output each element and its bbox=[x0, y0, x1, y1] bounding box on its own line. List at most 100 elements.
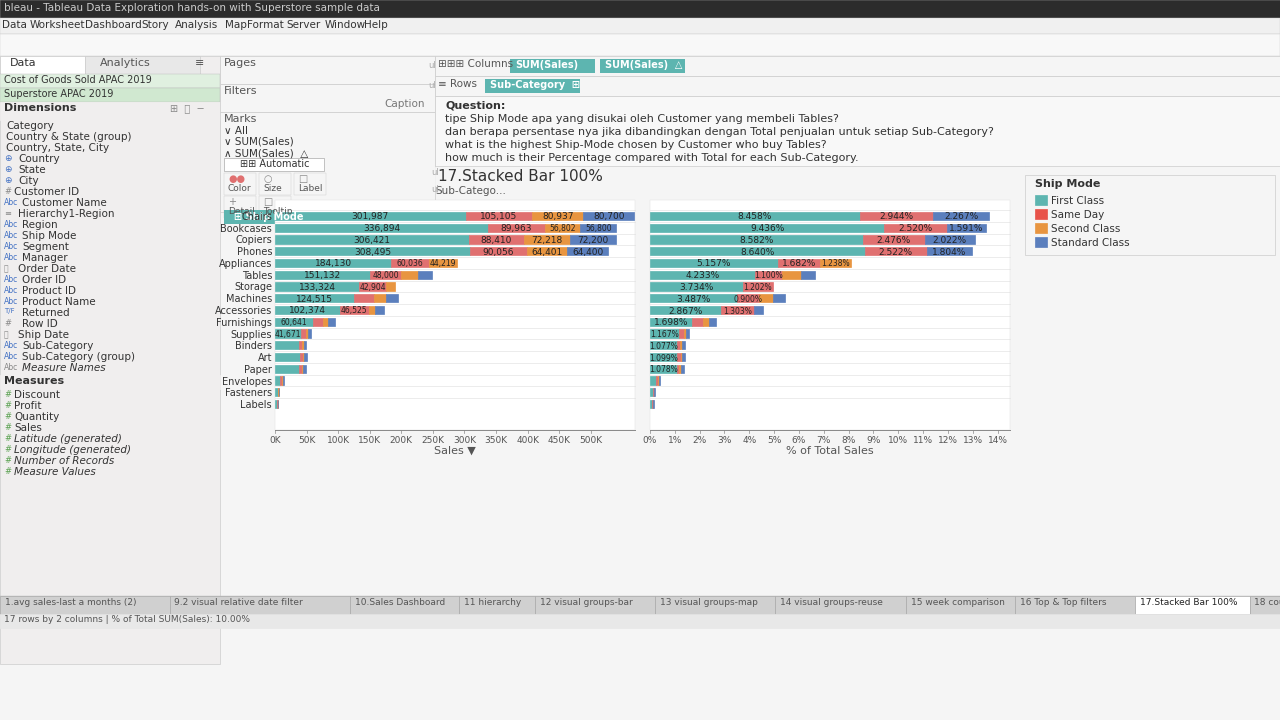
Bar bbox=[584, 212, 634, 220]
Bar bbox=[650, 377, 655, 384]
Text: dan berapa persentase nya jika dibandingkan dengan Total penjualan untuk setiap : dan berapa persentase nya jika dibanding… bbox=[445, 127, 993, 137]
Bar bbox=[303, 365, 306, 373]
Text: Abc: Abc bbox=[4, 341, 18, 350]
Bar bbox=[307, 330, 311, 338]
Bar bbox=[275, 341, 300, 349]
Text: Segment: Segment bbox=[22, 242, 69, 252]
Text: Longitude (generated): Longitude (generated) bbox=[14, 445, 131, 455]
Text: 10%: 10% bbox=[888, 436, 909, 445]
Bar bbox=[353, 294, 374, 302]
Text: 14 visual groups-reuse: 14 visual groups-reuse bbox=[780, 598, 883, 607]
Text: 2.944%: 2.944% bbox=[879, 212, 914, 221]
Bar bbox=[0, 596, 1280, 614]
Text: 46,525: 46,525 bbox=[340, 307, 367, 315]
Bar bbox=[429, 258, 457, 267]
Text: T/F: T/F bbox=[4, 308, 14, 314]
Bar bbox=[275, 258, 392, 267]
Text: 41,671: 41,671 bbox=[275, 330, 301, 339]
Text: 350K: 350K bbox=[485, 436, 508, 445]
Text: Product Name: Product Name bbox=[22, 297, 96, 307]
Bar bbox=[468, 235, 525, 243]
Text: Abc: Abc bbox=[4, 242, 18, 251]
Bar bbox=[275, 388, 278, 397]
Text: 300K: 300K bbox=[453, 436, 476, 445]
Text: Ship Date: Ship Date bbox=[18, 330, 69, 340]
Text: 2.867%: 2.867% bbox=[668, 307, 703, 315]
Bar bbox=[650, 341, 677, 349]
Text: Order Date: Order Date bbox=[18, 264, 76, 274]
Text: First Class: First Class bbox=[1051, 196, 1105, 206]
Bar bbox=[1036, 223, 1047, 233]
Text: 60,036: 60,036 bbox=[397, 259, 424, 269]
Text: 3%: 3% bbox=[717, 436, 732, 445]
Text: Ship Mode: Ship Mode bbox=[22, 231, 77, 241]
Text: Dimensions: Dimensions bbox=[4, 103, 77, 113]
Bar bbox=[84, 56, 200, 74]
Text: Accessories: Accessories bbox=[215, 306, 273, 316]
Bar bbox=[0, 34, 1280, 56]
Bar bbox=[1249, 596, 1280, 614]
Bar bbox=[275, 318, 314, 326]
Bar bbox=[535, 596, 655, 614]
Text: #: # bbox=[4, 187, 12, 196]
Text: 102,374: 102,374 bbox=[289, 307, 326, 315]
Bar bbox=[680, 341, 682, 349]
Text: % of Total Sales: % of Total Sales bbox=[786, 446, 874, 456]
Text: Dashboard: Dashboard bbox=[86, 20, 142, 30]
Text: Country & State (group): Country & State (group) bbox=[6, 132, 132, 142]
Text: 72,200: 72,200 bbox=[577, 236, 608, 245]
Text: #: # bbox=[4, 467, 12, 476]
Text: SUM(Sales)  △: SUM(Sales) △ bbox=[605, 60, 682, 71]
Text: 308,495: 308,495 bbox=[353, 248, 390, 256]
Text: Second Class: Second Class bbox=[1051, 224, 1120, 234]
Text: 150K: 150K bbox=[358, 436, 381, 445]
Bar bbox=[300, 353, 303, 361]
Bar bbox=[374, 294, 387, 302]
Bar bbox=[220, 56, 435, 84]
Bar bbox=[435, 76, 1280, 96]
Bar bbox=[681, 365, 684, 373]
Bar bbox=[580, 223, 617, 232]
Bar bbox=[300, 365, 302, 373]
Bar bbox=[392, 258, 429, 267]
Bar bbox=[947, 223, 987, 232]
Bar bbox=[488, 223, 544, 232]
Bar bbox=[324, 318, 329, 326]
Text: 400K: 400K bbox=[516, 436, 539, 445]
Text: Paper: Paper bbox=[244, 365, 273, 375]
Bar bbox=[650, 282, 742, 291]
Text: 2.520%: 2.520% bbox=[899, 224, 933, 233]
Bar bbox=[600, 59, 685, 73]
Bar bbox=[275, 282, 360, 291]
Bar bbox=[0, 0, 1280, 18]
Text: Ship Mode: Ship Mode bbox=[1036, 179, 1101, 189]
Text: 🗓: 🗓 bbox=[4, 264, 9, 273]
Text: ul: ul bbox=[428, 61, 435, 70]
Text: Latitude (generated): Latitude (generated) bbox=[14, 434, 122, 444]
Text: 17.Stacked Bar 100%: 17.Stacked Bar 100% bbox=[1140, 598, 1238, 607]
Bar bbox=[682, 353, 685, 361]
Text: 4%: 4% bbox=[742, 436, 756, 445]
Bar bbox=[650, 306, 721, 314]
Text: Label: Label bbox=[298, 184, 323, 193]
Text: SUM(Sales): SUM(Sales) bbox=[515, 60, 579, 71]
Text: 90,056: 90,056 bbox=[483, 248, 515, 256]
Text: Furnishings: Furnishings bbox=[216, 318, 273, 328]
Bar bbox=[650, 400, 652, 408]
Text: Discount: Discount bbox=[14, 390, 60, 400]
Bar bbox=[927, 247, 972, 256]
Bar bbox=[692, 318, 703, 326]
Text: 2.522%: 2.522% bbox=[879, 248, 913, 256]
Text: 15 week comparison: 15 week comparison bbox=[911, 598, 1005, 607]
Bar bbox=[370, 271, 401, 279]
Bar bbox=[275, 365, 300, 373]
Text: Analytics: Analytics bbox=[100, 58, 151, 68]
Text: 88,410: 88,410 bbox=[481, 236, 512, 245]
Text: Filters: Filters bbox=[224, 86, 257, 96]
Bar bbox=[259, 173, 291, 195]
Text: Phones: Phones bbox=[237, 247, 273, 257]
Bar bbox=[1135, 596, 1249, 614]
Text: Abc: Abc bbox=[4, 297, 18, 306]
Text: 7%: 7% bbox=[817, 436, 831, 445]
Bar bbox=[401, 271, 419, 279]
